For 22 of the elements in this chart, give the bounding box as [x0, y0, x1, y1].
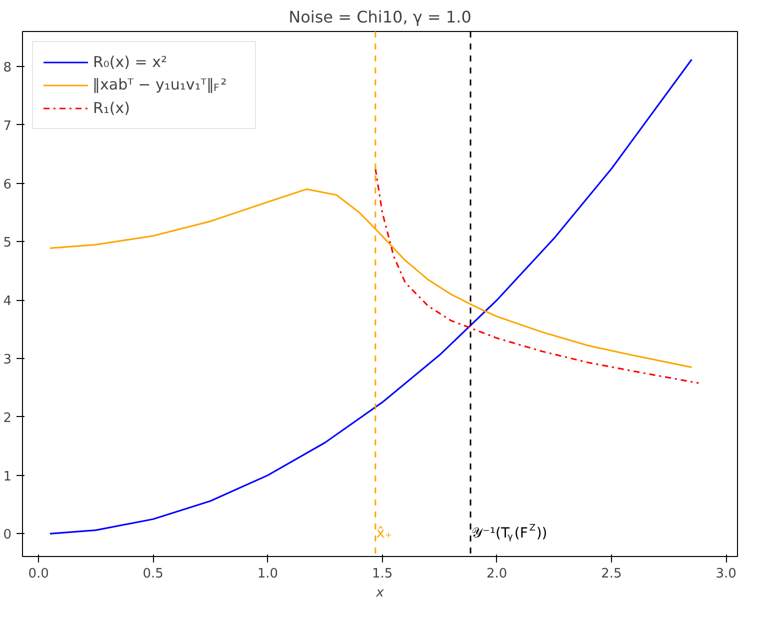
- y-tick-label: 7: [3, 118, 12, 134]
- y-tick-label: 3: [3, 352, 12, 368]
- y-tick-label: 5: [3, 236, 12, 251]
- x-tick-label: 0.0: [28, 566, 49, 582]
- chart-title: Noise = Chi10, γ = 1.0: [288, 8, 472, 26]
- line-series: [374, 168, 700, 384]
- x-tick-label: 0.5: [142, 566, 164, 582]
- x-tick-label: 1.5: [372, 566, 393, 582]
- x-tick-label: 2.5: [601, 566, 622, 582]
- y-tick-label: 4: [3, 294, 12, 310]
- x-axis-title: x: [375, 586, 384, 600]
- y-tick-label: 8: [3, 60, 12, 76]
- x-tick-label: 3.0: [716, 566, 736, 582]
- y-tick-label: 0: [3, 528, 12, 543]
- y-tick-label: 6: [3, 177, 12, 192]
- x-tick-label: 2.0: [486, 566, 508, 582]
- legend-label: R₀(x) = x²: [93, 53, 168, 71]
- ref-line-label: x̂₊: [376, 526, 392, 542]
- legend-label: R₁(x): [93, 99, 132, 117]
- x-tick-label: 1.0: [257, 566, 278, 582]
- y-tick-label: 1: [3, 469, 12, 484]
- y-tick-label: 2: [3, 410, 12, 426]
